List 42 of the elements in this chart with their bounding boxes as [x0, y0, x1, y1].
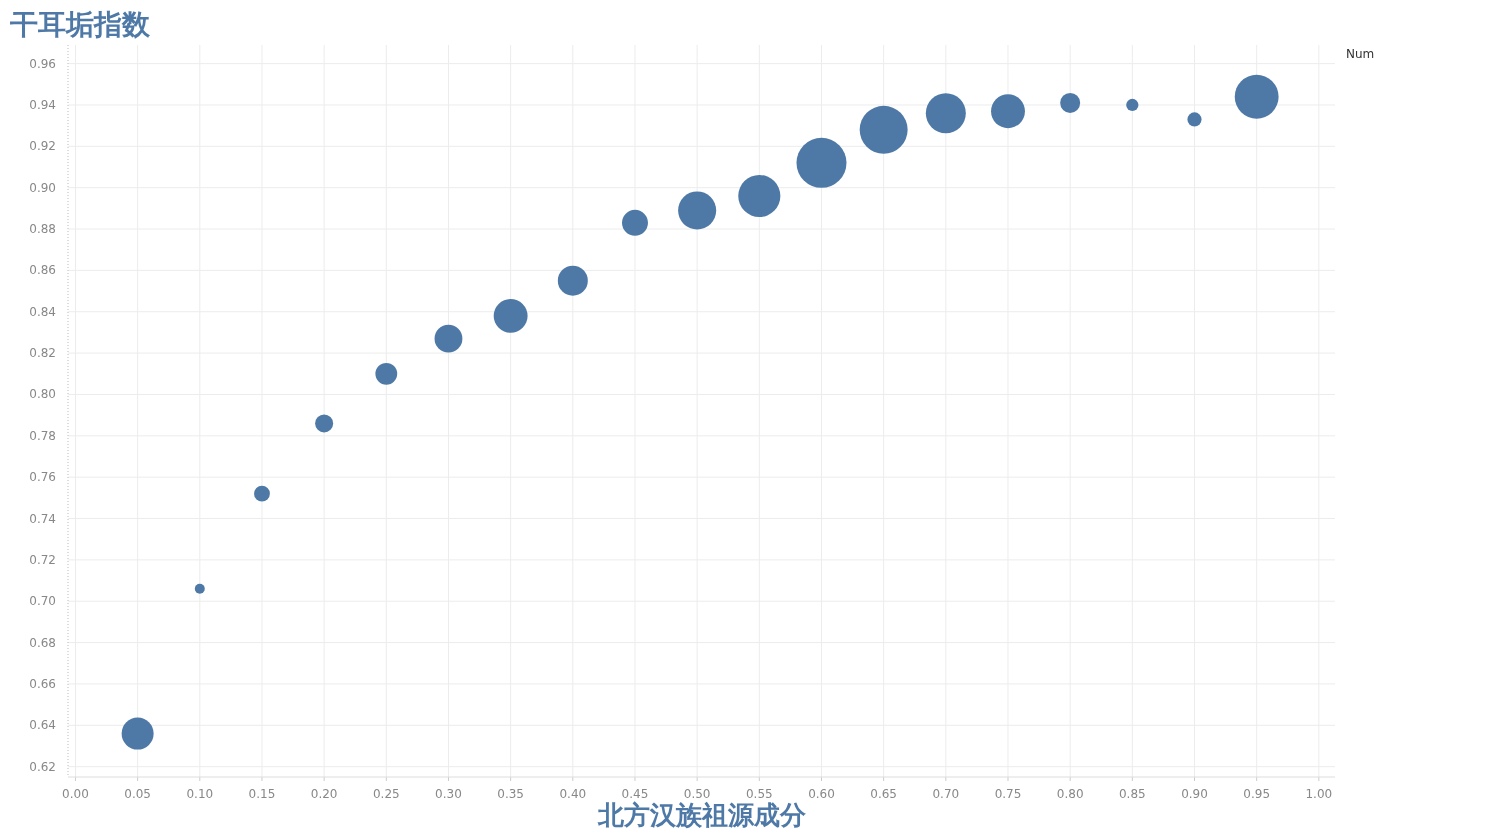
x-tick-label: 0.45 — [621, 787, 649, 801]
x-tick-label: 0.05 — [124, 787, 151, 801]
y-tick-label: 0.84 — [29, 304, 56, 319]
y-tick-label: 0.72 — [29, 552, 56, 567]
y-tick-label: 0.68 — [29, 635, 56, 650]
x-tick-label: 0.40 — [559, 787, 587, 801]
x-tick-label: 0.10 — [186, 787, 214, 801]
x-tick-label: 0.85 — [1118, 787, 1146, 801]
y-tick-label: 0.64 — [29, 718, 56, 733]
x-tick-label: 0.65 — [870, 787, 898, 801]
y-tick-label: 0.82 — [29, 346, 56, 361]
x-tick-label: 0.90 — [1181, 787, 1208, 801]
x-tick-label: 0.30 — [435, 787, 462, 801]
y-tick-label: 0.70 — [29, 594, 56, 609]
x-tick-label: 0.55 — [745, 787, 773, 801]
y-tick-label: 0.90 — [29, 180, 56, 195]
x-tick-label: 0.25 — [372, 787, 400, 801]
y-tick-label: 0.92 — [29, 139, 56, 154]
x-tick-label: 0.35 — [497, 787, 524, 801]
legend-title: Num — [1346, 47, 1375, 61]
y-tick-label: 0.78 — [29, 428, 56, 443]
x-tick-label: 0.70 — [932, 787, 960, 801]
x-axis-title: 北方汉族祖源成分 — [596, 800, 807, 830]
y-tick-label: 0.80 — [29, 387, 56, 402]
x-tick-label: 0.60 — [808, 787, 835, 801]
y-tick-label: 0.66 — [29, 676, 56, 691]
x-tick-label: 0.50 — [683, 787, 711, 801]
x-tick-label: 0.00 — [62, 787, 89, 801]
y-tick-label: 0.94 — [29, 97, 56, 112]
x-tick-label: 1.00 — [1305, 787, 1333, 801]
y-tick-label: 0.74 — [29, 511, 56, 526]
y-tick-label: 0.76 — [29, 470, 56, 485]
x-tick-label: 0.95 — [1243, 787, 1271, 801]
chart-title: 干耳垢指数 — [9, 8, 151, 41]
y-tick-label: 0.96 — [29, 56, 56, 71]
x-tick-label: 0.15 — [248, 787, 276, 801]
x-tick-label: 0.80 — [1056, 787, 1084, 801]
y-tick-label: 0.62 — [29, 759, 56, 774]
y-tick-label: 0.86 — [29, 263, 56, 278]
x-tick-label: 0.75 — [994, 787, 1022, 801]
y-tick-label: 0.88 — [29, 222, 56, 237]
x-tick-label: 0.20 — [310, 787, 338, 801]
